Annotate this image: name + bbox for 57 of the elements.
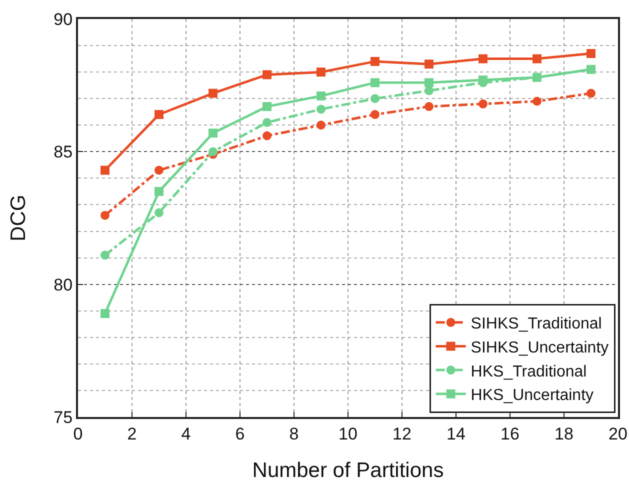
legend-label: HKS_Traditional [470,363,587,380]
x-tick-label: 2 [127,424,137,444]
y-tick-label: 80 [54,275,73,294]
point [316,68,326,77]
x-tick-label: 4 [181,424,191,444]
point [100,166,110,175]
x-tick-label: 16 [500,424,520,444]
point [586,48,596,58]
point [424,78,434,88]
point [478,54,488,64]
point [316,91,326,100]
y-tick-label: 90 [54,10,73,29]
point [262,102,272,112]
point [532,54,542,64]
x-tick-label: 14 [446,424,466,444]
y-tick-label: 75 [54,408,73,427]
point [424,60,434,69]
y-axis-title: DCG [7,194,30,242]
point [424,86,434,96]
point [370,78,380,88]
point [586,64,596,74]
point [316,104,326,114]
point [532,96,542,106]
point [370,110,380,120]
point [262,70,272,80]
point [424,102,434,112]
point [478,99,488,108]
x-axis-title: Number of Partitions [252,459,444,482]
x-tick-label: 12 [392,424,412,444]
point [316,120,326,130]
point [154,186,164,196]
point [208,147,218,156]
point [208,128,218,138]
point [154,208,164,218]
x-tick-label: 20 [608,424,628,444]
legend-label: SIHKS_Uncertainty [470,339,609,356]
point [370,94,380,104]
x-tick-label: 8 [289,424,299,444]
x-tick-label: 10 [338,424,358,444]
legend-label: HKS_Uncertainty [470,387,594,404]
point [370,56,380,66]
point [154,166,164,175]
point [100,309,110,318]
point [100,210,110,220]
x-tick-label: 18 [554,424,574,444]
point [262,118,272,127]
y-tick-label: 85 [54,142,73,162]
x-tick-label: 0 [73,424,83,444]
x-tick-label: 6 [235,424,245,444]
point [154,110,164,120]
point [208,88,218,98]
point [586,88,596,98]
point [478,76,488,85]
legend-label: SIHKS_Traditional [470,316,602,333]
point [532,72,542,82]
point [100,250,110,260]
point [262,131,272,140]
